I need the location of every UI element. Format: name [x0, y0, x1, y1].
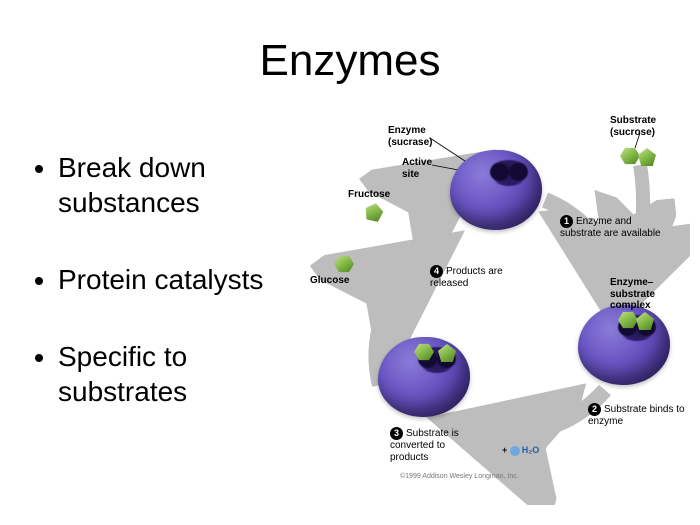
bullet-item: Break down substances: [58, 150, 300, 220]
label-fructose: Fructose: [348, 189, 390, 201]
label-complex: Enzyme– substrate complex: [610, 277, 655, 312]
step-number-badge: 2: [588, 403, 601, 416]
label-enzyme: Enzyme (sucrase): [388, 125, 432, 148]
step-number-badge: 4: [430, 265, 443, 278]
slide-title: Enzymes: [0, 36, 700, 86]
step-2: 2Substrate binds to enzyme: [588, 403, 688, 428]
step-number-badge: 3: [390, 427, 403, 440]
label-h2o: + H₂O: [502, 445, 539, 456]
active-site-icon: [488, 160, 530, 186]
bullet-list: Break down substances Protein catalysts …: [30, 150, 300, 451]
step-number-badge: 1: [560, 215, 573, 228]
bullet-item: Protein catalysts: [58, 262, 300, 297]
bullet-item: Specific to substrates: [58, 339, 300, 409]
water-drop-icon: [510, 446, 520, 456]
step-3: 3Substrate is converted to products: [390, 427, 480, 463]
label-active-site: Active site: [402, 157, 432, 180]
label-substrate: Substrate (sucrose): [610, 115, 656, 138]
enzyme-top: [450, 150, 542, 230]
step-1: 1Enzyme and substrate are available: [560, 215, 670, 240]
enzyme-cycle-diagram: Enzyme (sucrase) Active site Substrate (…: [310, 115, 690, 505]
step-4: 4Products are released: [430, 265, 515, 290]
copyright-text: ©1999 Addison Wesley Longman, Inc.: [400, 473, 519, 480]
label-glucose: Glucose: [310, 275, 349, 287]
slide: Enzymes Break down substances Protein ca…: [0, 0, 700, 525]
